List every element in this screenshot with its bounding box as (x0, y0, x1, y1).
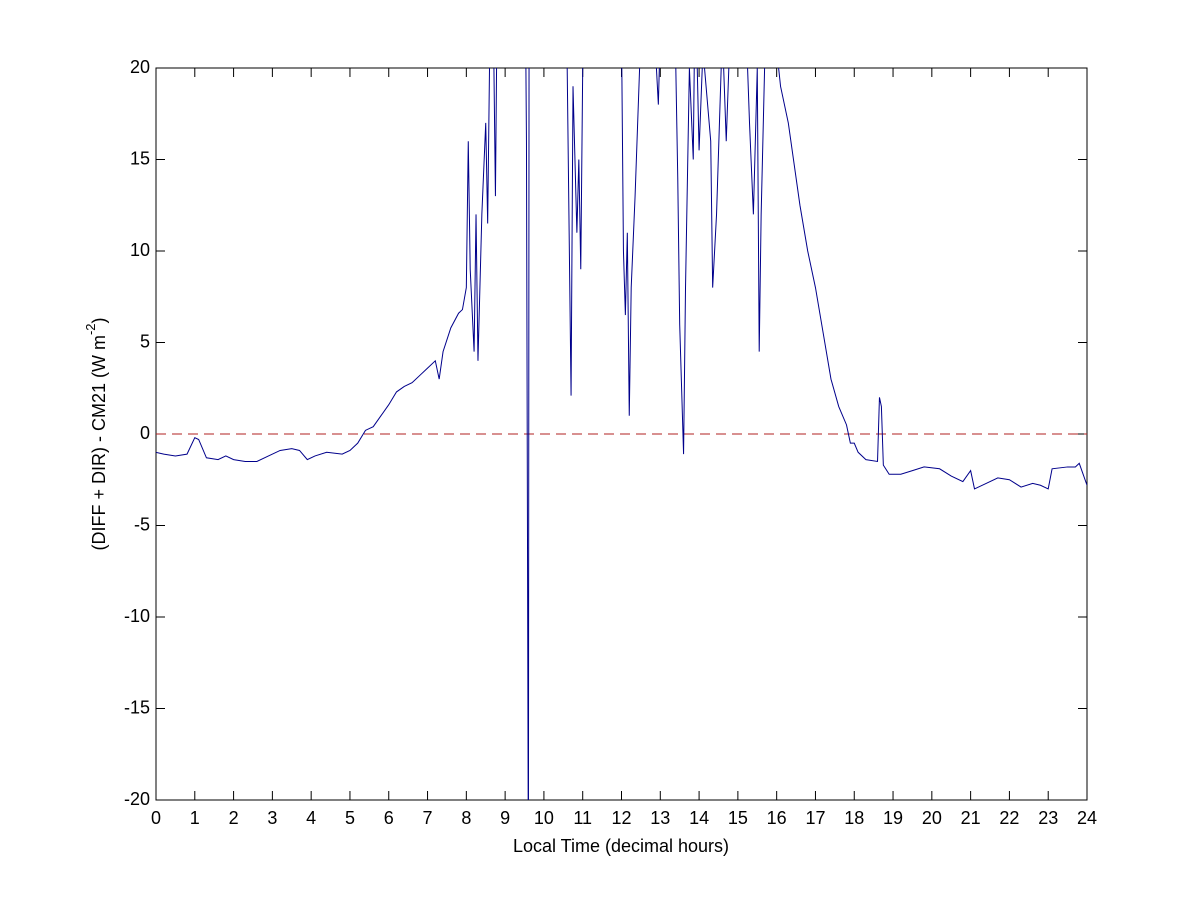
x-tick-label: 17 (805, 808, 825, 828)
x-axis-label: Local Time (decimal hours) (513, 836, 729, 856)
y-tick-label: 10 (130, 240, 150, 260)
data-line (156, 68, 1087, 800)
x-tick-label: 11 (573, 808, 592, 828)
x-tick-label: 24 (1077, 808, 1097, 828)
x-tick-label: 16 (767, 808, 787, 828)
y-tick-label: 15 (130, 148, 150, 168)
x-tick-label: 13 (650, 808, 670, 828)
x-tick-label: 1 (190, 808, 200, 828)
y-axis-label-exp: -2 (83, 323, 98, 335)
y-tick-label: -10 (124, 606, 150, 626)
x-tick-label: 18 (844, 808, 864, 828)
y-tick-label: -5 (134, 514, 150, 534)
y-tick-label: -15 (124, 697, 150, 717)
y-tick-label: 5 (140, 331, 150, 351)
x-tick-label: 6 (384, 808, 394, 828)
x-tick-label: 3 (267, 808, 277, 828)
y-axis-label-end: ) (89, 317, 109, 323)
x-tick-label: 12 (611, 808, 631, 828)
y-tick-label: -20 (124, 789, 150, 809)
x-tick-label: 10 (534, 808, 554, 828)
x-tick-label: 20 (922, 808, 942, 828)
y-axis-label: (DIFF + DIR) - CM21 (W m-2) (83, 317, 108, 550)
x-tick-label: 23 (1038, 808, 1058, 828)
x-tick-label: 0 (151, 808, 161, 828)
x-tick-label: 8 (461, 808, 471, 828)
y-axis-label-main: (DIFF + DIR) - CM21 (W m (89, 335, 109, 550)
x-tick-label: 22 (999, 808, 1019, 828)
x-tick-label: 7 (423, 808, 433, 828)
y-tick-label: 20 (130, 57, 150, 77)
x-tick-label: 15 (728, 808, 748, 828)
x-tick-label: 21 (961, 808, 981, 828)
x-tick-label: 5 (345, 808, 355, 828)
x-tick-label: 14 (689, 808, 709, 828)
y-tick-label: 0 (140, 423, 150, 443)
x-tick-label: 19 (883, 808, 903, 828)
x-tick-label: 4 (306, 808, 316, 828)
x-tick-label: 9 (500, 808, 510, 828)
x-tick-label: 2 (229, 808, 239, 828)
